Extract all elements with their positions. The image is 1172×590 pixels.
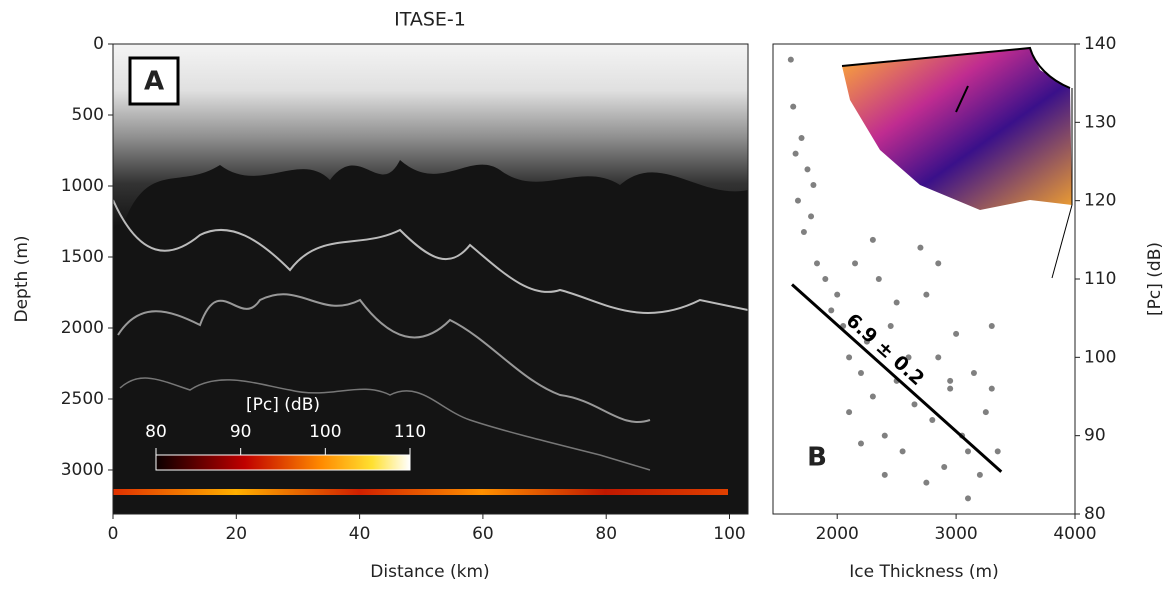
scatter-point xyxy=(953,330,960,337)
chart-title: ITASE-1 xyxy=(394,9,466,31)
x-axis-label: Ice Thickness (m) xyxy=(849,562,998,582)
map-outline xyxy=(841,46,1071,89)
scatter-point xyxy=(846,409,853,416)
scatter-point xyxy=(994,448,1001,455)
scatter-point xyxy=(929,417,936,423)
y-axis-label: Depth (m) xyxy=(12,235,32,322)
y-tick-label: 130 xyxy=(1084,112,1116,132)
scatter-point xyxy=(964,495,971,502)
scatter-point xyxy=(813,260,820,267)
frame-a xyxy=(112,43,749,515)
scatter-point xyxy=(923,479,930,486)
x-tick-label: 20 xyxy=(225,524,247,544)
y-tick-label: 0 xyxy=(93,34,104,54)
scatter-point xyxy=(970,370,977,376)
colorbar-tick-label: 80 xyxy=(145,422,167,442)
scatter-point xyxy=(935,260,942,267)
scatter-point xyxy=(869,236,876,243)
scatter-point xyxy=(863,338,870,345)
scatter-point xyxy=(787,56,794,63)
panel-label: A xyxy=(144,67,164,97)
scatter-point xyxy=(808,213,815,220)
scatter-point xyxy=(899,448,906,455)
y-tick-label: 2000 xyxy=(61,318,104,338)
scatter-point xyxy=(982,409,989,416)
x-tick-label: 100 xyxy=(713,524,745,544)
y-tick-label: 140 xyxy=(1084,34,1116,54)
x-tick-label: 80 xyxy=(595,524,617,544)
scatter-point xyxy=(800,229,807,235)
inset-map xyxy=(842,48,1072,210)
scatter-point xyxy=(905,354,912,361)
scatter-point xyxy=(941,464,948,470)
scatter-point xyxy=(893,299,900,306)
y-tick-label: 500 xyxy=(72,105,104,125)
y-tick-label: 110 xyxy=(1084,269,1116,289)
scatter-point xyxy=(887,323,894,329)
scatter-point xyxy=(964,448,971,455)
scatter-point xyxy=(976,471,983,478)
colorbar-tick-label: 90 xyxy=(230,422,252,442)
x-tick-label: 60 xyxy=(472,524,494,544)
y-tick-label: 2500 xyxy=(61,389,104,409)
x-tick-label: 4000 xyxy=(1053,524,1096,544)
scatter-point xyxy=(923,291,930,298)
scatter-point xyxy=(804,166,811,173)
scatter-point xyxy=(828,307,835,314)
colorbar-label: [Pc] (dB) xyxy=(246,395,320,415)
scatter-point xyxy=(798,135,805,141)
x-axis-label: Distance (km) xyxy=(370,562,489,582)
x-tick-label: 0 xyxy=(108,524,119,544)
label-box xyxy=(128,56,180,106)
fit-annotation: 6.9 ± 0.2 xyxy=(842,309,929,390)
scatter-point xyxy=(988,385,995,392)
scatter-point xyxy=(869,393,876,400)
scatter-point xyxy=(917,244,924,251)
x-tick-label: 2000 xyxy=(816,524,859,544)
scatter-point xyxy=(935,354,942,361)
radargram-image xyxy=(113,44,748,514)
map-leader xyxy=(1051,204,1073,279)
y-tick-label: 100 xyxy=(1084,347,1116,367)
fit-line xyxy=(791,283,1003,473)
scatter-point xyxy=(834,291,841,298)
y-tick-label: 90 xyxy=(1084,426,1106,446)
y-tick-label: 3000 xyxy=(61,460,104,480)
scatter-point xyxy=(792,150,799,157)
scatter-point xyxy=(911,401,918,408)
scatter-point xyxy=(810,182,817,188)
scatter-point xyxy=(881,432,888,439)
scatter-point xyxy=(875,276,882,282)
scatter-point xyxy=(857,370,864,376)
scatter-point xyxy=(822,276,829,282)
map-transect xyxy=(955,85,969,113)
scatter-point xyxy=(846,354,853,361)
y-tick-label: 1500 xyxy=(61,247,104,267)
y-tick-label: 120 xyxy=(1084,191,1116,211)
y-tick-label: 80 xyxy=(1084,504,1106,524)
y-axis-label: [Pc] (dB) xyxy=(1145,242,1165,316)
scatter-point xyxy=(857,440,864,447)
x-tick-label: 40 xyxy=(349,524,371,544)
scatter-point xyxy=(790,103,797,110)
scatter-point xyxy=(947,385,954,392)
scatter-point xyxy=(794,197,801,204)
colorbar-tick-label: 110 xyxy=(394,422,426,442)
x-tick-label: 3000 xyxy=(934,524,977,544)
scatter-point xyxy=(852,260,859,267)
panel-label: B xyxy=(807,443,827,473)
colorbar-tick-label: 100 xyxy=(309,422,341,442)
scatter-point xyxy=(881,471,888,478)
y-tick-label: 1000 xyxy=(61,176,104,196)
scatter-point xyxy=(988,323,995,329)
scatter-point xyxy=(947,377,954,384)
